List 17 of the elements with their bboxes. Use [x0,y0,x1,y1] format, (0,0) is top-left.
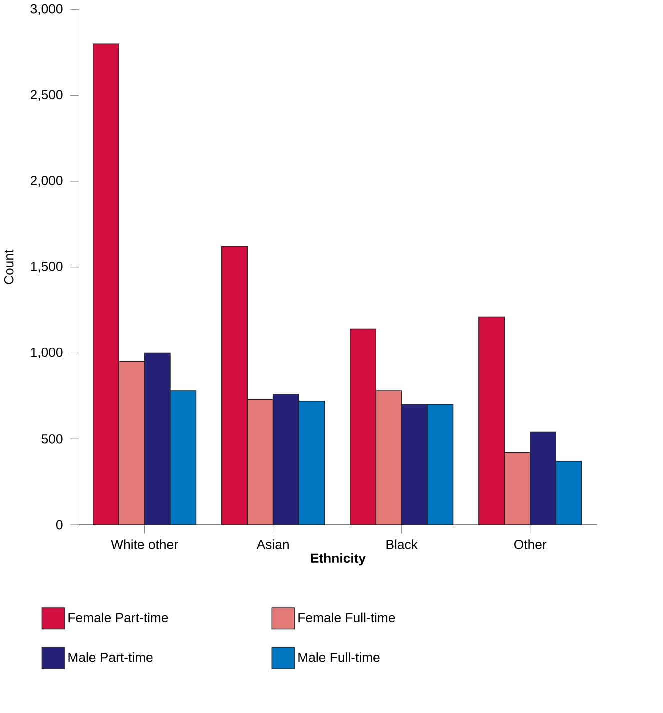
y-tick-label: 1,500 [31,262,63,273]
y-tick-label: 3,000 [30,4,63,16]
y-tick-label: 1,000 [31,348,63,359]
legend-label: Male Full-time [298,652,380,662]
y-tick-label: 500 [42,434,63,444]
x-tick-label: Other [514,540,547,550]
legend-label: Female Part-time [68,612,168,623]
x-axis-title: Ethnicity [311,553,366,566]
x-tick-label: Asian [256,540,289,550]
x-tick-label: Black [386,540,418,550]
y-axis-title: Count [4,250,14,284]
y-tick-label: 2,500 [30,90,63,102]
legend-label: Female Full-time [298,612,396,623]
x-tick-label: White other [111,540,178,550]
y-tick-label: 2,000 [30,176,63,187]
legend-label: Male Part-time [68,652,153,662]
y-tick-label: 0 [56,520,63,530]
